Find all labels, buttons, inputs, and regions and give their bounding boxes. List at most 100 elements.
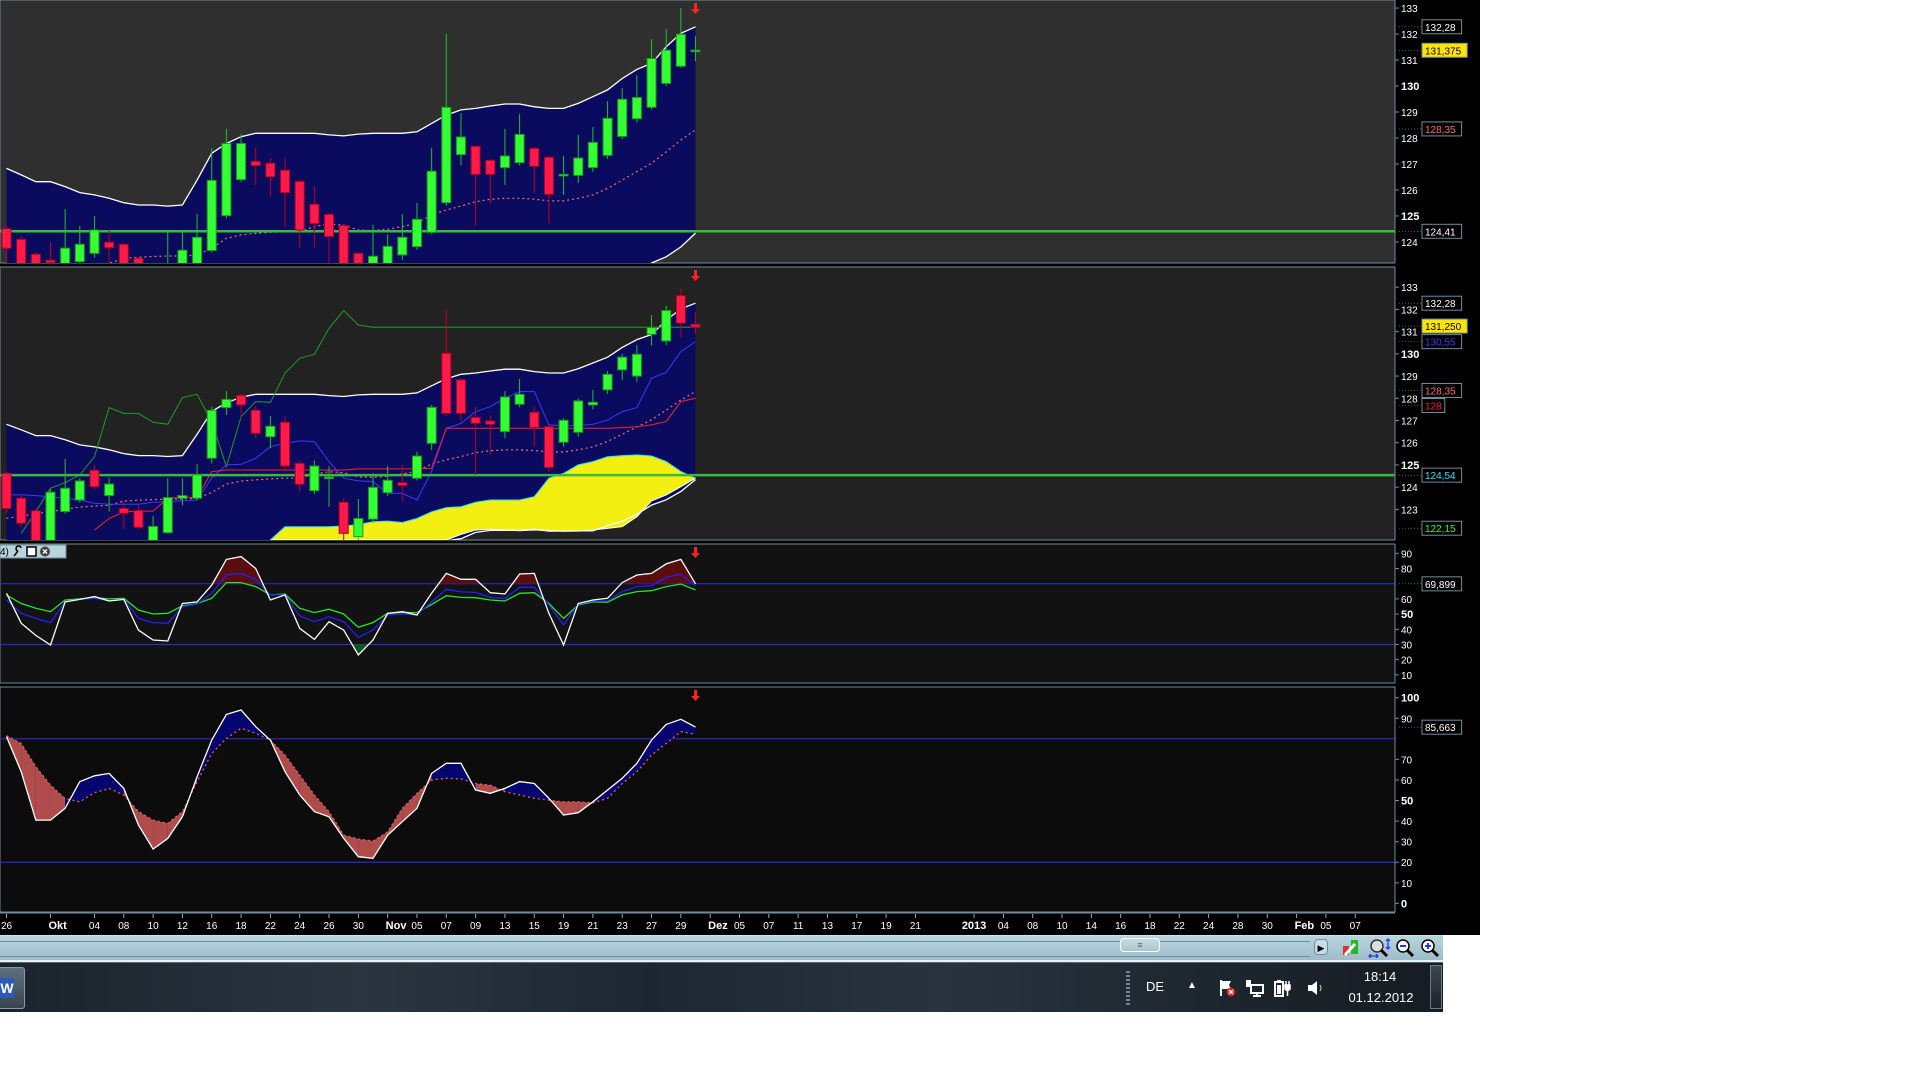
candle [338, 498, 349, 540]
candle-body [324, 476, 335, 480]
candle-body [397, 482, 408, 487]
candle [309, 186, 320, 248]
zoom-fit-button[interactable] [1368, 938, 1391, 959]
bearish-fill-segment [153, 820, 168, 850]
candle-body [382, 245, 393, 263]
value-label-box [1421, 398, 1446, 414]
value-label: 128 [1399, 398, 1446, 414]
candle-body [411, 218, 422, 248]
candle-body [118, 243, 129, 263]
candle-body [485, 420, 496, 425]
date-tick-label: 21 [910, 921, 922, 932]
chart-settings-button[interactable] [1340, 938, 1362, 958]
horizontal-scrollbar[interactable]: ≡ ▶ [0, 935, 1443, 962]
candle-body [675, 33, 686, 67]
candle [30, 509, 41, 540]
tray-expand-button[interactable]: ▲ [1187, 980, 1197, 991]
maximize-window-icon[interactable] [26, 546, 37, 557]
panel-background [0, 543, 1396, 684]
date-tick-label: 08 [1027, 921, 1039, 932]
value-label: 124,41 [1399, 223, 1463, 239]
candle [426, 147, 437, 235]
date-tick-label: 21 [587, 921, 599, 932]
volume-icon[interactable] [1306, 979, 1324, 1001]
show-desktop-button[interactable] [1430, 965, 1442, 1009]
candle-body [543, 426, 554, 468]
bullish-fill-segment [651, 724, 667, 756]
candle-body [646, 327, 657, 335]
candle [265, 416, 276, 449]
candle [485, 414, 496, 455]
zoom-out-icon [1396, 939, 1415, 958]
panel-plot-area [0, 8, 1395, 263]
candle [455, 378, 466, 422]
clock-date[interactable]: 01.12.2012 [1348, 990, 1414, 1005]
candle-body [74, 480, 85, 501]
candle-body [573, 157, 584, 176]
y-tick-label: 132 [1401, 305, 1418, 316]
candle [250, 147, 261, 186]
candle-body [426, 170, 437, 233]
candle [470, 406, 481, 475]
scroll-right-button[interactable]: ▶ [1314, 939, 1328, 955]
language-indicator[interactable]: DE [1146, 979, 1165, 994]
action-center-flag-icon[interactable] [1218, 979, 1236, 1001]
zoom-out-button[interactable] [1395, 938, 1417, 958]
battery-power-icon[interactable] [1274, 979, 1292, 1001]
candle-body [338, 225, 349, 263]
value-label-text: 128,35 [1425, 125, 1456, 136]
y-tick-label: 131 [1401, 56, 1418, 67]
panel-plot-area [0, 288, 1395, 540]
candle [16, 236, 27, 263]
candle-body [426, 406, 437, 444]
date-axis: 26 Okt 04 08 10 12 16 18 22 24 26 30 Nov 05 07 09 13 15 19… [0, 912, 1480, 935]
scroll-thumb[interactable]: ≡ [1120, 938, 1160, 952]
scroll-track[interactable] [0, 941, 1310, 957]
candle [514, 378, 525, 408]
bullish-fill-segment [94, 773, 110, 793]
candle-body [470, 416, 481, 424]
candle [148, 516, 159, 540]
date-tick-label: 16 [1115, 921, 1127, 932]
y-tick-label: 128 [1401, 394, 1418, 405]
candle-body [30, 253, 41, 263]
chart-canvas[interactable]: 133132131130129128127126125124132,28131,… [0, 0, 1480, 935]
candle-body [250, 409, 261, 434]
word-icon: W [0, 978, 14, 998]
y-tick-label: 80 [1401, 564, 1413, 575]
value-label-box [1421, 467, 1463, 483]
taskbar-grip[interactable] [1126, 971, 1130, 1005]
candle-body [221, 398, 232, 409]
candle [324, 466, 335, 507]
value-label: 85,663 [1399, 719, 1463, 735]
bullish-fill-segment [680, 719, 696, 735]
candle-body [133, 257, 144, 263]
date-tick-label: 23 [617, 921, 629, 932]
value-label-text: 128 [1425, 402, 1442, 413]
taskbar-word-button[interactable]: W [0, 967, 25, 1009]
candle [382, 234, 393, 263]
date-tick-label: 18 [1144, 921, 1156, 932]
candle-body [89, 469, 100, 488]
candle-body [353, 252, 364, 263]
value-label: 122,15 [1399, 520, 1463, 536]
candle [177, 229, 188, 263]
candle-body [602, 117, 613, 156]
candle [280, 158, 291, 227]
candle-body [587, 141, 598, 169]
candle [221, 128, 232, 219]
candle [1, 225, 12, 263]
bearish-fill-segment [387, 808, 403, 836]
candle-body [162, 497, 173, 534]
zoom-in-button[interactable] [1420, 938, 1442, 958]
candle-body [177, 495, 188, 499]
candle-body [192, 474, 203, 499]
candle [309, 460, 320, 494]
candle-body [631, 353, 642, 377]
date-tick-label: 05 [411, 921, 423, 932]
clock-time[interactable]: 18:14 [1363, 969, 1397, 984]
y-tick-label: 20 [1401, 656, 1413, 667]
wrench-icon[interactable] [13, 545, 22, 557]
network-icon[interactable] [1245, 979, 1265, 1001]
